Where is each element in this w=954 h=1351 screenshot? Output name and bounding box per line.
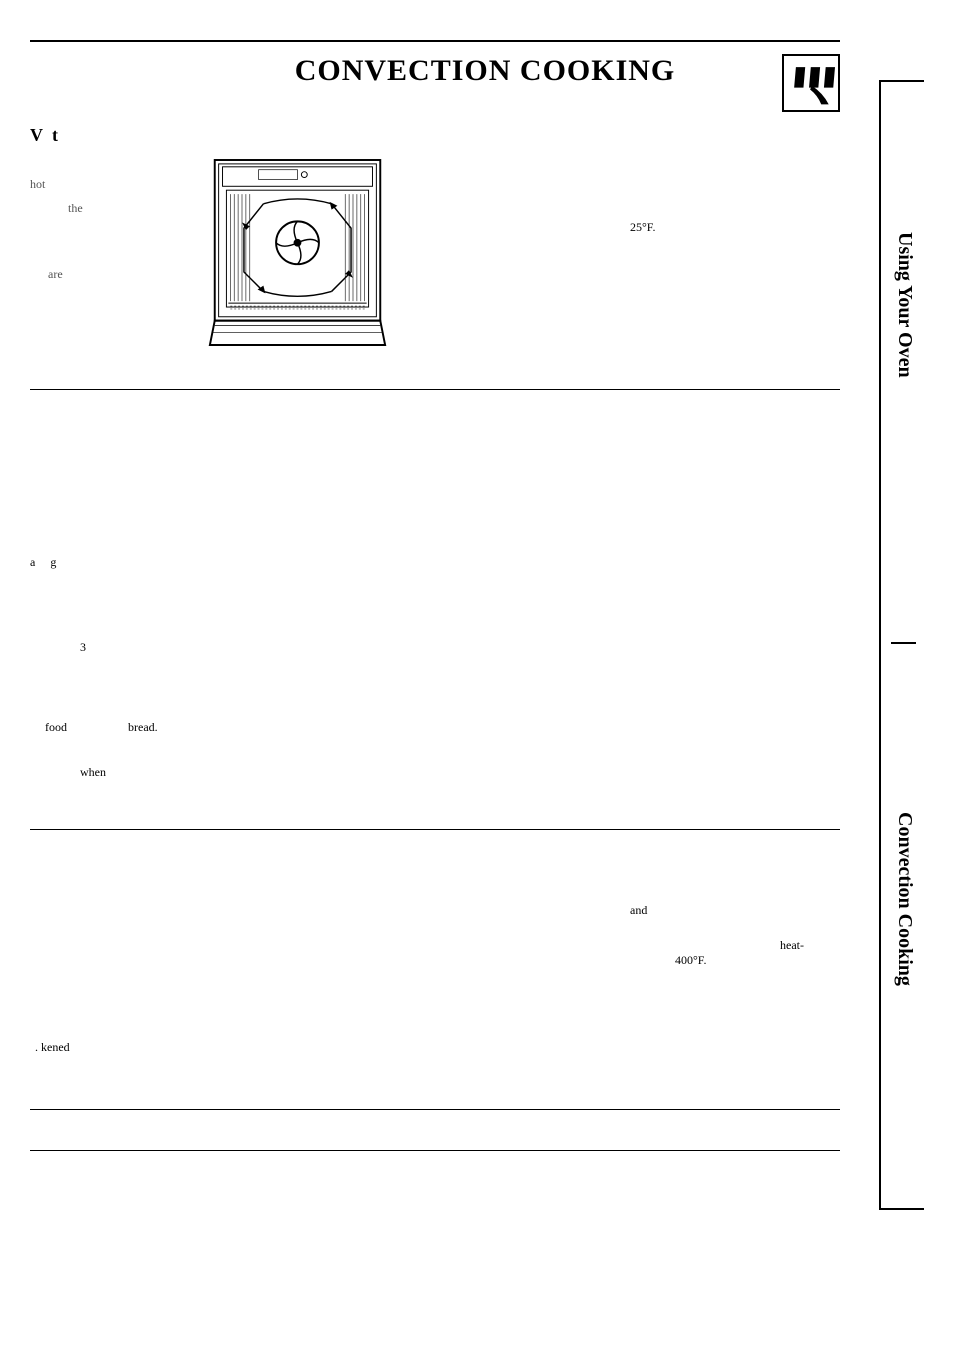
text-food-bread: food bread. <box>45 720 280 735</box>
title-bar: CONVECTION COOKING <box>30 40 840 120</box>
text-and: and <box>630 903 840 918</box>
side-tab-region: Using Your Oven Convection Cooking <box>879 80 924 1210</box>
frag-v: V <box>30 125 43 145</box>
section-what-is-convection: V t hot the are <box>30 120 840 390</box>
text-are: are <box>48 266 195 282</box>
oven-illustration <box>205 125 400 369</box>
sec2-col3 <box>590 415 840 780</box>
text-hot: hot <box>30 176 195 192</box>
frag-ag: a g <box>30 555 280 570</box>
text-25f: 25°F. <box>630 220 840 235</box>
sec2-col1: a g 3 food bread. <box>30 415 280 780</box>
text-400: 400°F. <box>675 953 840 968</box>
text-3: 3 <box>80 640 280 655</box>
heading-fragment: V t <box>30 125 195 146</box>
sec1-left-column: V t hot the are <box>30 125 205 369</box>
section-cookware: . kened and heat- 400°F. <box>30 830 840 1110</box>
footer-rule <box>30 1150 840 1151</box>
sec3-col1: . kened <box>30 855 420 1055</box>
section-convection-baking-tips: a g 3 food bread. <box>30 390 840 830</box>
brand-logo-icon <box>782 54 840 112</box>
side-tab-using-your-oven: Using Your Oven <box>893 232 916 378</box>
tab-divider <box>891 642 916 644</box>
text-the: the <box>68 200 195 216</box>
page-title: CONVECTION COOKING <box>30 54 840 88</box>
frag-t: t <box>52 125 58 145</box>
sec3-col2: and heat- 400°F. <box>450 855 840 1055</box>
sec1-right-column: 25°F. <box>400 125 840 369</box>
side-tab-convection-cooking: Convection Cooking <box>893 812 916 986</box>
text-when: when <box>80 765 280 780</box>
text-heat: heat- <box>780 938 840 953</box>
text-kened: . kened <box>35 1040 420 1055</box>
sec2-col2 <box>310 415 560 780</box>
